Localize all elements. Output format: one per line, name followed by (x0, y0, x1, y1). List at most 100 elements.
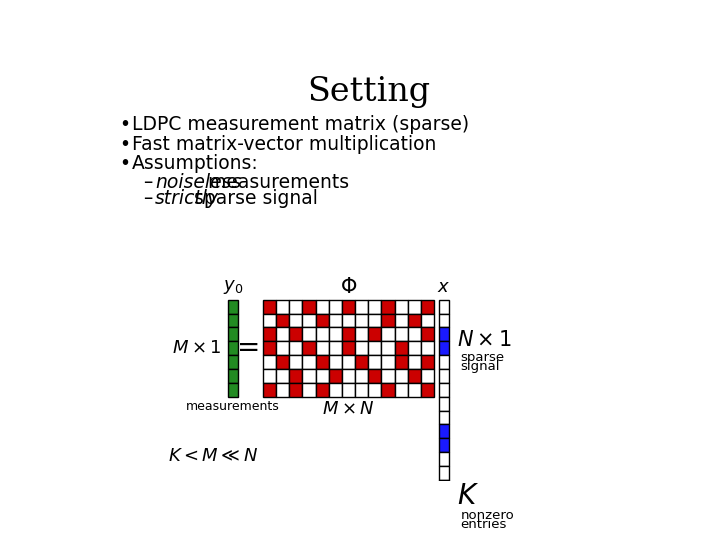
Text: nonzero: nonzero (461, 509, 514, 522)
Bar (289, 327, 302, 341)
Bar (302, 355, 315, 369)
Bar (355, 355, 368, 369)
Text: sparse: sparse (461, 351, 505, 364)
Bar (263, 314, 276, 327)
Bar (289, 383, 302, 397)
Bar (368, 300, 382, 314)
Bar (382, 341, 395, 355)
Bar (395, 341, 408, 355)
Bar (395, 327, 408, 341)
Bar (438, 438, 449, 452)
Bar (228, 355, 238, 369)
Text: $y_0$: $y_0$ (222, 278, 243, 296)
Bar (263, 341, 276, 355)
Text: •: • (120, 154, 130, 173)
Bar (329, 300, 342, 314)
Bar (395, 355, 408, 369)
Bar (289, 314, 302, 327)
Bar (315, 300, 329, 314)
Bar (228, 383, 238, 397)
Bar (355, 369, 368, 383)
Bar (329, 383, 342, 397)
Bar (302, 341, 315, 355)
Bar (263, 369, 276, 383)
Bar (355, 314, 368, 327)
Bar (408, 314, 421, 327)
Text: •: • (120, 134, 130, 153)
Bar (382, 327, 395, 341)
Text: $K < M \ll N$: $K < M \ll N$ (168, 447, 258, 465)
Bar (355, 327, 368, 341)
Bar (342, 314, 355, 327)
Bar (329, 355, 342, 369)
Bar (421, 300, 434, 314)
Text: measurements: measurements (186, 400, 280, 413)
Bar (228, 341, 238, 355)
Bar (276, 300, 289, 314)
Text: –: – (143, 188, 152, 207)
Bar (438, 327, 449, 341)
Text: noiseless: noiseless (155, 173, 241, 192)
Bar (302, 314, 315, 327)
Bar (355, 341, 368, 355)
Bar (329, 369, 342, 383)
Bar (263, 327, 276, 341)
Bar (302, 383, 315, 397)
Bar (408, 369, 421, 383)
Bar (421, 314, 434, 327)
Bar (302, 369, 315, 383)
Bar (289, 341, 302, 355)
Bar (438, 355, 449, 369)
Bar (289, 355, 302, 369)
Bar (438, 383, 449, 397)
Bar (438, 535, 449, 540)
Bar (438, 300, 449, 314)
Bar (315, 369, 329, 383)
Bar (315, 355, 329, 369)
Bar (368, 355, 382, 369)
Bar (315, 341, 329, 355)
Bar (438, 314, 449, 327)
Bar (342, 327, 355, 341)
Bar (421, 327, 434, 341)
Bar (329, 327, 342, 341)
Bar (368, 314, 382, 327)
Text: Setting: Setting (307, 76, 431, 108)
Bar (342, 383, 355, 397)
Bar (408, 355, 421, 369)
Text: sparse signal: sparse signal (188, 188, 318, 207)
Text: =: = (237, 334, 261, 362)
Bar (263, 355, 276, 369)
Bar (342, 355, 355, 369)
Text: $\Phi$: $\Phi$ (340, 278, 357, 298)
Bar (289, 300, 302, 314)
Text: strictly: strictly (155, 188, 219, 207)
Bar (302, 327, 315, 341)
Bar (368, 383, 382, 397)
Bar (228, 327, 238, 341)
Bar (315, 314, 329, 327)
Bar (382, 369, 395, 383)
Bar (315, 327, 329, 341)
Text: –: – (143, 173, 152, 192)
Text: •: • (120, 116, 130, 134)
Bar (408, 341, 421, 355)
Bar (395, 314, 408, 327)
Bar (408, 327, 421, 341)
Bar (289, 369, 302, 383)
Text: Assumptions:: Assumptions: (132, 154, 258, 173)
Bar (355, 383, 368, 397)
Bar (382, 355, 395, 369)
Bar (228, 300, 238, 314)
Bar (382, 383, 395, 397)
Bar (438, 410, 449, 424)
Bar (342, 341, 355, 355)
Bar (421, 355, 434, 369)
Text: $K$: $K$ (456, 483, 479, 510)
Bar (263, 383, 276, 397)
Text: $M \times 1$: $M \times 1$ (172, 339, 222, 357)
Text: $x$: $x$ (437, 278, 451, 296)
Text: signal: signal (461, 360, 500, 373)
Bar (421, 341, 434, 355)
Bar (382, 300, 395, 314)
